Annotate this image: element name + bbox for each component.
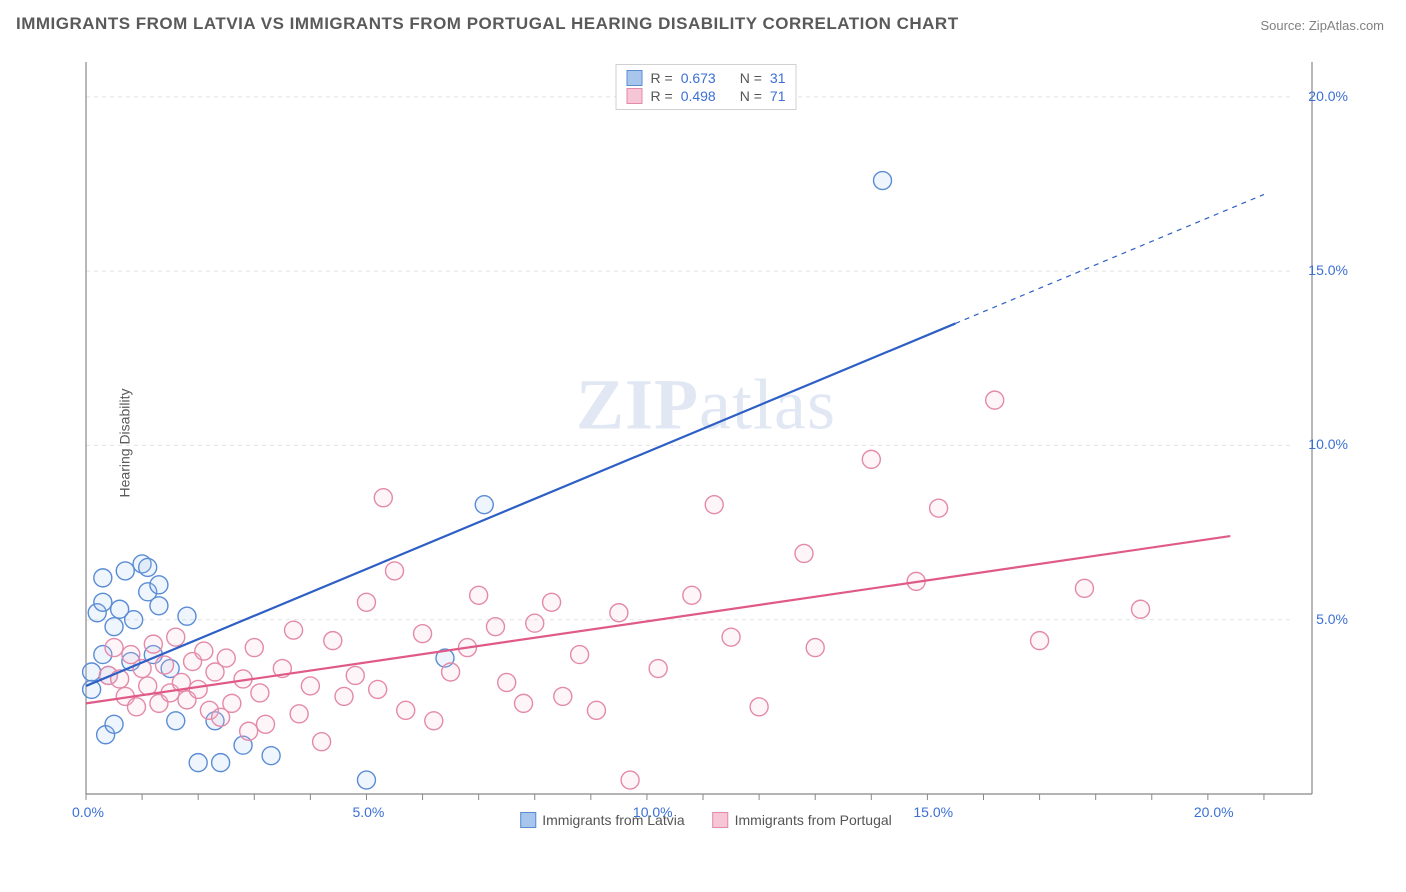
- r-value-latvia: 0.673: [681, 70, 716, 86]
- x-tick-label: 5.0%: [352, 804, 384, 820]
- y-tick-label: 5.0%: [1316, 611, 1348, 627]
- n-value-latvia: 31: [770, 70, 786, 86]
- n-label: N =: [740, 88, 762, 104]
- legend-row-latvia: R = 0.673 N = 31: [627, 69, 786, 87]
- legend-item-portugal: Immigrants from Portugal: [713, 812, 892, 828]
- legend-row-portugal: R = 0.498 N = 71: [627, 87, 786, 105]
- n-label: N =: [740, 70, 762, 86]
- y-tick-label: 10.0%: [1308, 436, 1348, 452]
- n-value-portugal: 71: [770, 88, 786, 104]
- legend-item-latvia: Immigrants from Latvia: [520, 812, 684, 828]
- swatch-latvia: [627, 70, 643, 86]
- chart-canvas: [56, 58, 1356, 828]
- swatch-latvia: [520, 812, 536, 828]
- source-attribution: Source: ZipAtlas.com: [1260, 18, 1384, 33]
- series-legend: Immigrants from Latvia Immigrants from P…: [520, 812, 892, 828]
- legend-label-latvia: Immigrants from Latvia: [542, 812, 684, 828]
- r-value-portugal: 0.498: [681, 88, 716, 104]
- chart-title: IMMIGRANTS FROM LATVIA VS IMMIGRANTS FRO…: [16, 14, 959, 34]
- scatter-plot: Hearing Disability ZIPatlas R = 0.673 N …: [56, 58, 1356, 828]
- swatch-portugal: [713, 812, 729, 828]
- legend-label-portugal: Immigrants from Portugal: [735, 812, 892, 828]
- x-tick-label: 20.0%: [1194, 804, 1234, 820]
- x-tick-label: 0.0%: [72, 804, 104, 820]
- r-label: R =: [651, 88, 673, 104]
- y-tick-label: 15.0%: [1308, 262, 1348, 278]
- r-label: R =: [651, 70, 673, 86]
- x-tick-label: 15.0%: [913, 804, 953, 820]
- swatch-portugal: [627, 88, 643, 104]
- correlation-legend: R = 0.673 N = 31 R = 0.498 N = 71: [616, 64, 797, 110]
- y-tick-label: 20.0%: [1308, 88, 1348, 104]
